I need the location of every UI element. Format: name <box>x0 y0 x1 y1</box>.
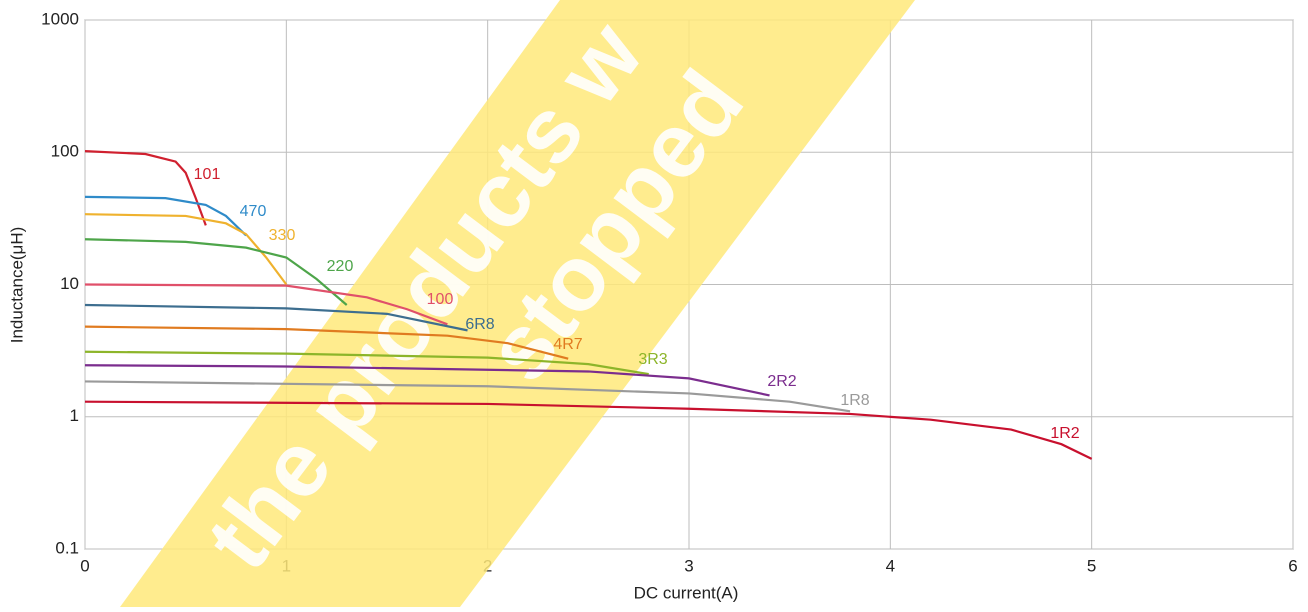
x-tick-label: 5 <box>1087 556 1096 575</box>
series-line <box>84 303 468 332</box>
watermark-band <box>120 0 915 607</box>
series-label: 6R8 <box>465 316 494 333</box>
series-line <box>84 195 247 237</box>
x-tick-label: 4 <box>886 556 895 575</box>
x-tick-label: 6 <box>1288 556 1297 575</box>
series-line <box>84 213 288 286</box>
series-label: 1R2 <box>1050 425 1079 442</box>
y-tick-label: 1000 <box>41 9 79 28</box>
y-tick-label: 1 <box>70 406 79 425</box>
y-axis-label: Inductance(μH) <box>7 227 26 344</box>
series-line <box>84 238 348 306</box>
series-label: 330 <box>269 227 296 244</box>
series-label: 220 <box>327 258 354 275</box>
y-tick-label: 0.1 <box>55 538 79 557</box>
series-label: 100 <box>427 291 454 308</box>
series-line <box>84 400 1093 460</box>
series-line <box>84 350 649 376</box>
series-line <box>84 364 770 397</box>
x-tick-label: 3 <box>684 556 693 575</box>
series-label: 101 <box>194 166 221 183</box>
y-tick-label: 100 <box>51 142 79 161</box>
series-label: 1R8 <box>840 392 869 409</box>
series-label: 2R2 <box>767 373 796 390</box>
y-tick-label: 10 <box>60 274 79 293</box>
series-line <box>84 380 851 413</box>
x-axis-label: DC current(A) <box>634 583 739 602</box>
series-label: 3R3 <box>638 351 667 368</box>
series-line <box>84 283 448 326</box>
series-line <box>84 325 569 360</box>
series-label: 4R7 <box>553 336 582 353</box>
series-label: 470 <box>240 203 267 220</box>
x-tick-label: 0 <box>80 556 89 575</box>
